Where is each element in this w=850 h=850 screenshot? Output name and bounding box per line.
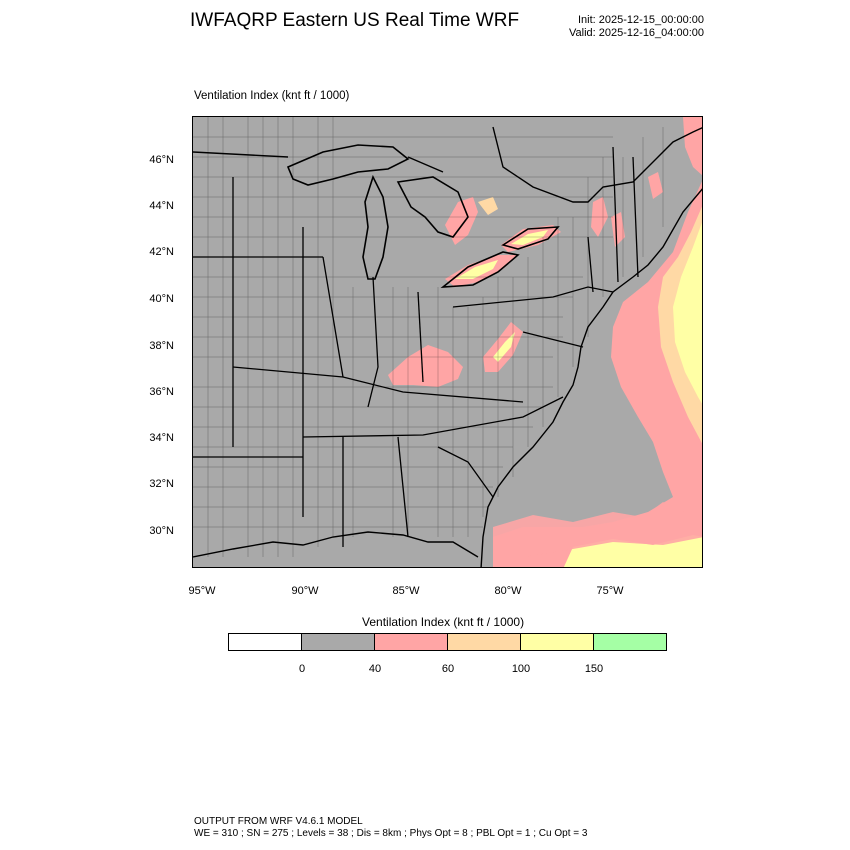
vermont-band [611, 212, 625, 247]
init-time: Init: 2025-12-15_00:00:00 [578, 14, 704, 26]
lake-erie-core [455, 260, 498, 279]
map-panel [192, 116, 703, 568]
legend-tick-40: 40 [368, 663, 382, 675]
legend-tick-100: 100 [511, 663, 531, 675]
page-title: IWFAQRP Eastern US Real Time WRF [190, 10, 520, 31]
lat-label-46: 46°N [149, 154, 174, 166]
legend-swatch-0 [228, 633, 302, 651]
legend-swatch-2 [374, 633, 448, 651]
lake-ontario-core [511, 230, 548, 245]
georgian-bay-band [445, 197, 478, 245]
west-virginia-core [493, 332, 515, 362]
lake-huron-band [478, 197, 498, 215]
legend-swatch-3 [447, 633, 521, 651]
lon-label-85: 85°W [392, 585, 420, 597]
legend-swatch-1 [301, 633, 375, 651]
model-config-label: WE = 310 ; SN = 275 ; Levels = 38 ; Dis … [194, 828, 588, 839]
legend-tick-150: 150 [584, 663, 604, 675]
lat-label-42: 42°N [149, 246, 174, 258]
model-output-label: OUTPUT FROM WRF V4.6.1 MODEL [194, 816, 363, 827]
lat-label-38: 38°N [149, 340, 174, 352]
lat-label-30: 30°N [149, 525, 174, 537]
lon-label-75: 75°W [596, 585, 624, 597]
legend-swatch-5 [593, 633, 667, 651]
variable-label: Ventilation Index (knt ft / 1000) [194, 90, 350, 102]
gulf-coastline [193, 531, 479, 558]
atlantic-pink-scatter [493, 498, 702, 567]
legend-swatch-4 [520, 633, 594, 651]
maine-band [648, 172, 663, 199]
northeast-band-40-60 [683, 117, 702, 176]
map-canvas [193, 117, 702, 567]
lat-label-32: 32°N [149, 478, 174, 490]
atlantic-band-100-150 [673, 222, 702, 404]
canada-border [193, 126, 702, 203]
county-borders [193, 117, 664, 557]
lon-label-95: 95°W [188, 585, 216, 597]
lon-label-90: 90°W [291, 585, 319, 597]
legend-title: Ventilation Index (knt ft / 1000) [362, 615, 525, 629]
lat-label-40: 40°N [149, 293, 174, 305]
lat-label-36: 36°N [149, 386, 174, 398]
legend-tick-60: 60 [441, 663, 455, 675]
valid-time: Valid: 2025-12-16_04:00:00 [569, 27, 704, 39]
legend-tick-0: 0 [298, 663, 306, 675]
lat-label-34: 34°N [149, 432, 174, 444]
lat-label-44: 44°N [149, 200, 174, 212]
kentucky-band-40-60 [388, 345, 463, 387]
lon-label-80: 80°W [494, 585, 522, 597]
